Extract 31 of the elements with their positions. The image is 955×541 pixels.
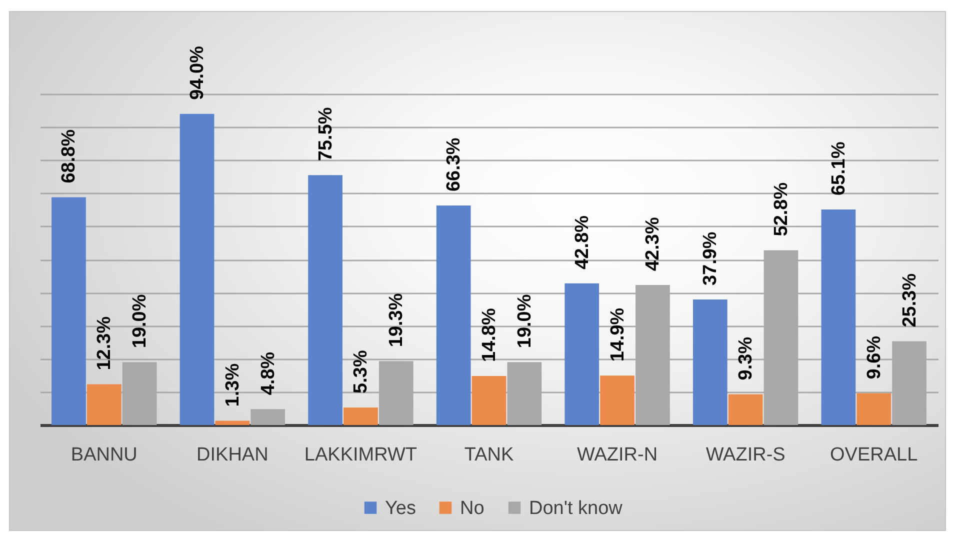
data-label: 65.1%: [828, 142, 850, 196]
data-label: 37.9%: [700, 232, 722, 286]
x-tick-label: OVERALL: [830, 444, 918, 466]
legend-label: Don't know: [529, 498, 623, 519]
data-label: 52.8%: [770, 182, 792, 236]
data-label: 14.9%: [607, 308, 628, 362]
legend-label: No: [460, 498, 484, 519]
legend-label: Yes: [385, 498, 416, 519]
data-label: 12.3%: [94, 316, 116, 370]
data-label: 4.8%: [258, 352, 279, 396]
x-tick-label: WAZIR-N: [577, 444, 658, 466]
data-label: 19.0%: [130, 294, 151, 348]
data-label: 14.8%: [479, 308, 500, 362]
data-label: 19.0%: [514, 294, 536, 348]
data-label: 1.3%: [222, 363, 244, 407]
data-label: 66.3%: [444, 138, 465, 192]
data-label: 68.8%: [58, 129, 80, 184]
data-label: 42.3%: [642, 217, 664, 271]
data-label: 75.5%: [315, 107, 336, 162]
data-label: 5.3%: [350, 350, 372, 394]
data-label: 25.3%: [899, 273, 920, 328]
data-label: 94.0%: [187, 46, 208, 100]
x-tick-label: TANK: [464, 444, 514, 466]
x-tick-label: BANNU: [70, 444, 138, 466]
data-label: 9.6%: [864, 336, 885, 380]
data-label: 19.3%: [386, 293, 408, 348]
x-tick-label: DIKHAN: [196, 444, 268, 466]
data-label: 9.3%: [736, 336, 757, 380]
x-tick-label: WAZIR-S: [706, 444, 786, 466]
data-label: 42.8%: [572, 215, 593, 270]
x-tick-label: LAKKIMRWT: [304, 444, 418, 466]
